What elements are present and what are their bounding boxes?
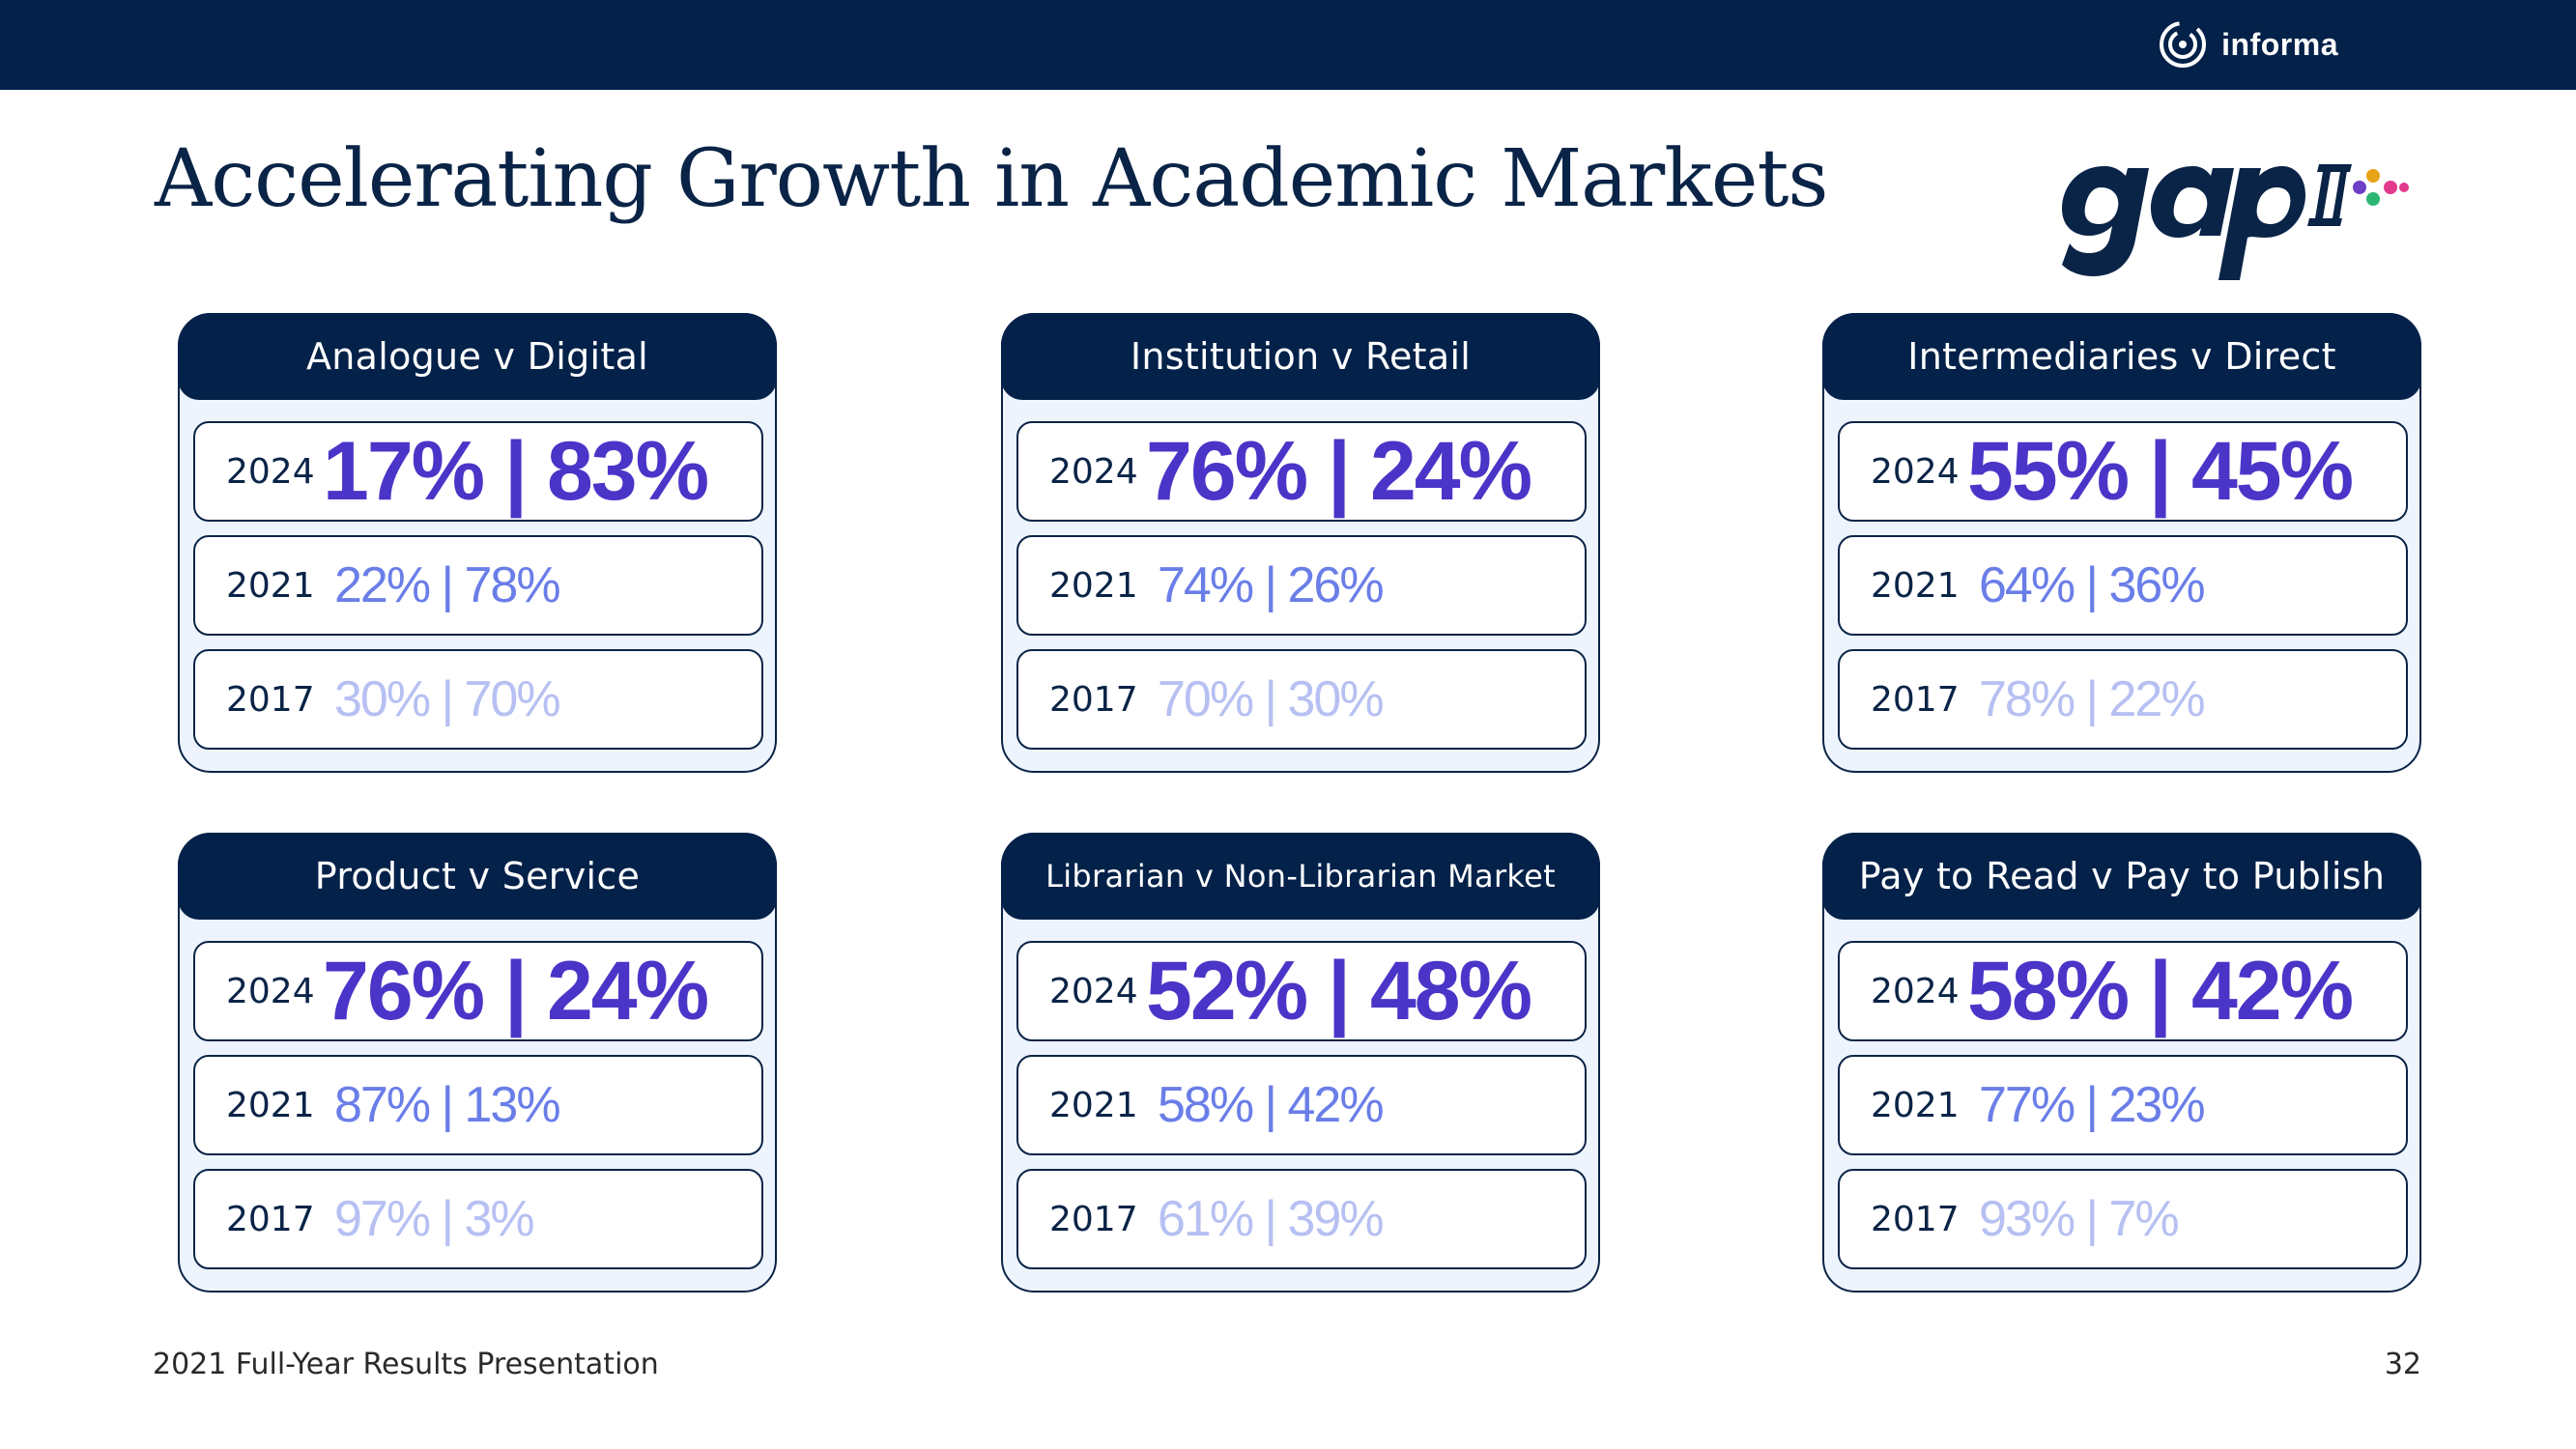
row-2021: 2021 74% | 26% (1016, 535, 1587, 636)
year-label: 2017 (226, 1199, 315, 1239)
row-2021: 2021 58% | 42% (1016, 1055, 1587, 1155)
card-title: Institution v Retail (1001, 313, 1600, 400)
card-analogue-v-digital: Analogue v Digital 2024 17% | 83% 2021 2… (178, 313, 777, 773)
top-bar: informa (0, 0, 2576, 90)
footer-presentation-title: 2021 Full-Year Results Presentation (153, 1348, 659, 1381)
year-label: 2024 (226, 451, 315, 492)
year-label: 2024 (226, 971, 315, 1011)
value-split: 77% | 23% (1979, 1077, 2206, 1133)
value-split: 76% | 24% (323, 944, 709, 1037)
value-split: 78% | 22% (1979, 671, 2206, 727)
informa-logo-icon (2160, 21, 2207, 68)
year-label: 2021 (1871, 565, 1960, 606)
row-2024: 2024 76% | 24% (1016, 421, 1587, 522)
year-label: 2017 (1871, 679, 1960, 720)
year-label: 2021 (1871, 1085, 1960, 1125)
value-split: 22% | 78% (334, 557, 561, 613)
year-label: 2017 (1049, 679, 1138, 720)
year-label: 2017 (1871, 1199, 1960, 1239)
row-2017: 2017 78% | 22% (1838, 649, 2408, 750)
row-2021: 2021 77% | 23% (1838, 1055, 2408, 1155)
year-label: 2021 (226, 565, 315, 606)
year-label: 2017 (1049, 1199, 1138, 1239)
card-institution-v-retail: Institution v Retail 2024 76% | 24% 2021… (1001, 313, 1600, 773)
value-split: 61% | 39% (1158, 1191, 1385, 1247)
year-label: 2017 (226, 679, 315, 720)
gap-ii-logo-icon (2062, 164, 2409, 280)
card-title: Librarian v Non-Librarian Market (1001, 833, 1600, 920)
year-label: 2024 (1049, 971, 1138, 1011)
row-2024: 2024 52% | 48% (1016, 941, 1587, 1041)
page-title: Accelerating Growth in Academic Markets (155, 133, 1828, 225)
value-split: 17% | 83% (323, 424, 709, 518)
value-split: 93% | 7% (1979, 1191, 2180, 1247)
year-label: 2021 (1049, 1085, 1138, 1125)
year-label: 2021 (226, 1085, 315, 1125)
year-label: 2024 (1871, 971, 1960, 1011)
card-librarian-v-non-librarian: Librarian v Non-Librarian Market 2024 52… (1001, 833, 1600, 1293)
card-title: Pay to Read v Pay to Publish (1822, 833, 2421, 920)
row-2017: 2017 93% | 7% (1838, 1169, 2408, 1269)
page-number: 32 (2384, 1348, 2421, 1381)
row-2024: 2024 17% | 83% (193, 421, 763, 522)
value-split: 76% | 24% (1146, 424, 1532, 518)
value-split: 97% | 3% (334, 1191, 535, 1247)
value-split: 70% | 30% (1158, 671, 1385, 727)
row-2017: 2017 61% | 39% (1016, 1169, 1587, 1269)
card-product-v-service: Product v Service 2024 76% | 24% 2021 87… (178, 833, 777, 1293)
year-label: 2024 (1049, 451, 1138, 492)
row-2021: 2021 22% | 78% (193, 535, 763, 636)
row-2017: 2017 97% | 3% (193, 1169, 763, 1269)
row-2021: 2021 64% | 36% (1838, 535, 2408, 636)
value-split: 87% | 13% (334, 1077, 561, 1133)
value-split: 30% | 70% (334, 671, 561, 727)
row-2024: 2024 58% | 42% (1838, 941, 2408, 1041)
card-title: Intermediaries v Direct (1822, 313, 2421, 400)
value-split: 58% | 42% (1967, 944, 2354, 1037)
card-intermediaries-v-direct: Intermediaries v Direct 2024 55% | 45% 2… (1822, 313, 2421, 773)
row-2024: 2024 76% | 24% (193, 941, 763, 1041)
value-split: 58% | 42% (1158, 1077, 1385, 1133)
informa-brand: informa (2156, 15, 2338, 73)
year-label: 2021 (1049, 565, 1138, 606)
value-split: 52% | 48% (1146, 944, 1532, 1037)
value-split: 55% | 45% (1967, 424, 2354, 518)
card-title: Analogue v Digital (178, 313, 777, 400)
year-label: 2024 (1871, 451, 1960, 492)
row-2017: 2017 30% | 70% (193, 649, 763, 750)
value-split: 64% | 36% (1979, 557, 2206, 613)
value-split: 74% | 26% (1158, 557, 1385, 613)
card-pay-to-read-v-pay-to-publish: Pay to Read v Pay to Publish 2024 58% | … (1822, 833, 2421, 1293)
row-2024: 2024 55% | 45% (1838, 421, 2408, 522)
card-title: Product v Service (178, 833, 777, 920)
row-2021: 2021 87% | 13% (193, 1055, 763, 1155)
row-2017: 2017 70% | 30% (1016, 649, 1587, 750)
brand-name: informa (2221, 26, 2338, 62)
